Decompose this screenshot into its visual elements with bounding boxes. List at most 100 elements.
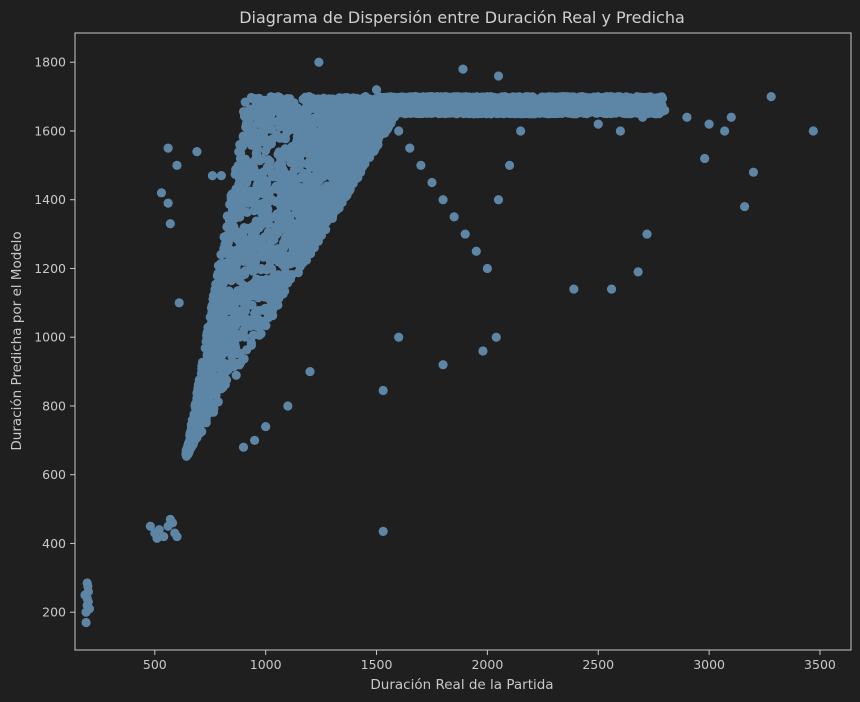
scatter-point bbox=[293, 268, 303, 278]
scatter-point bbox=[720, 126, 730, 136]
scatter-point bbox=[233, 296, 244, 306]
scatter-point bbox=[642, 229, 652, 239]
scatter-point bbox=[235, 153, 246, 164]
scatter-point bbox=[206, 375, 216, 385]
scatter-point bbox=[276, 183, 286, 193]
scatter-point bbox=[383, 109, 393, 119]
scatter-point bbox=[350, 158, 360, 169]
scatter-point bbox=[493, 106, 503, 116]
scatter-point bbox=[229, 309, 240, 319]
scatter-point bbox=[282, 118, 292, 129]
scatter-point bbox=[739, 201, 750, 212]
scatter-point bbox=[231, 164, 241, 175]
scatter-point bbox=[240, 266, 250, 276]
scatter-point bbox=[458, 102, 468, 113]
scatter-point bbox=[296, 220, 306, 230]
scatter-point bbox=[338, 172, 349, 183]
scatter-point bbox=[260, 96, 271, 107]
scatter-point bbox=[305, 96, 315, 106]
scatter-point bbox=[266, 236, 276, 247]
scatter-point bbox=[704, 119, 714, 129]
scatter-point bbox=[331, 173, 341, 184]
scatter-point bbox=[225, 320, 235, 330]
scatter-point bbox=[319, 109, 329, 119]
scatter-point bbox=[193, 392, 203, 402]
y-tick-label: 1000 bbox=[34, 330, 66, 345]
scatter-point bbox=[242, 115, 252, 126]
scatter-point bbox=[438, 195, 448, 205]
scatter-point bbox=[438, 360, 448, 370]
scatter-point bbox=[222, 211, 232, 221]
scatter-point bbox=[308, 119, 319, 129]
scatter-point bbox=[220, 239, 230, 249]
scatter-point bbox=[630, 106, 640, 116]
scatter-point bbox=[343, 113, 353, 123]
scatter-point bbox=[207, 401, 218, 411]
scatter-point bbox=[405, 143, 415, 153]
scatter-point bbox=[279, 224, 290, 234]
scatter-point bbox=[383, 118, 393, 128]
scatter-point bbox=[216, 384, 226, 394]
scatter-point bbox=[549, 98, 559, 109]
scatter-point bbox=[264, 164, 275, 174]
scatter-point bbox=[256, 318, 266, 328]
scatter-point bbox=[271, 286, 281, 296]
scatter-point bbox=[504, 160, 515, 170]
scatter-point bbox=[246, 191, 256, 201]
scatter-point bbox=[231, 370, 241, 380]
scatter-point bbox=[174, 298, 184, 308]
scatter-point bbox=[256, 263, 266, 274]
scatter-point bbox=[660, 105, 670, 115]
scatter-point bbox=[298, 213, 308, 223]
scatter-point bbox=[258, 188, 268, 199]
scatter-point bbox=[449, 212, 459, 222]
scatter-point bbox=[298, 258, 308, 268]
scatter-point bbox=[271, 197, 281, 207]
scatter-point bbox=[283, 202, 293, 212]
scatter-point bbox=[272, 229, 282, 239]
scatter-point bbox=[219, 296, 229, 306]
y-tick-label: 1200 bbox=[34, 261, 66, 276]
scatter-point bbox=[353, 173, 363, 183]
scatter-point bbox=[296, 133, 306, 143]
scatter-point bbox=[324, 150, 334, 160]
scatter-point bbox=[230, 251, 240, 261]
scatter-point bbox=[236, 244, 246, 254]
scatter-point bbox=[255, 155, 265, 166]
scatter-point bbox=[262, 212, 272, 222]
scatter-point bbox=[726, 112, 736, 122]
scatter-point bbox=[342, 157, 352, 168]
scatter-point bbox=[285, 173, 295, 184]
scatter-point bbox=[306, 226, 316, 236]
scatter-point bbox=[377, 124, 387, 135]
scatter-point bbox=[247, 289, 258, 300]
scatter-point bbox=[202, 387, 212, 397]
scatter-point bbox=[198, 415, 209, 425]
scatter-point bbox=[228, 206, 238, 216]
scatter-point bbox=[606, 284, 617, 294]
scatter-point bbox=[378, 385, 388, 396]
y-tick-label: 400 bbox=[42, 536, 66, 551]
scatter-point bbox=[609, 94, 619, 104]
scatter-point bbox=[263, 197, 273, 207]
scatter-point bbox=[219, 232, 229, 242]
scatter-point bbox=[331, 164, 341, 174]
scatter-point bbox=[353, 129, 363, 139]
scatter-point bbox=[491, 332, 501, 342]
scatter-point bbox=[163, 143, 173, 153]
scatter-point bbox=[364, 135, 374, 145]
scatter-point bbox=[239, 281, 249, 291]
scatter-point bbox=[314, 57, 324, 67]
scatter-point bbox=[358, 156, 368, 166]
scatter-point bbox=[274, 293, 284, 303]
scatter-point bbox=[316, 160, 326, 170]
scatter-point bbox=[493, 195, 504, 205]
scatter-point bbox=[579, 94, 590, 104]
scatter-point bbox=[283, 212, 293, 222]
scatter-point bbox=[648, 108, 658, 118]
scatter-point bbox=[264, 106, 274, 116]
scatter-point bbox=[240, 171, 250, 181]
y-tick-label: 1800 bbox=[34, 55, 66, 70]
scatter-point bbox=[380, 93, 391, 103]
scatter-point bbox=[552, 108, 562, 119]
